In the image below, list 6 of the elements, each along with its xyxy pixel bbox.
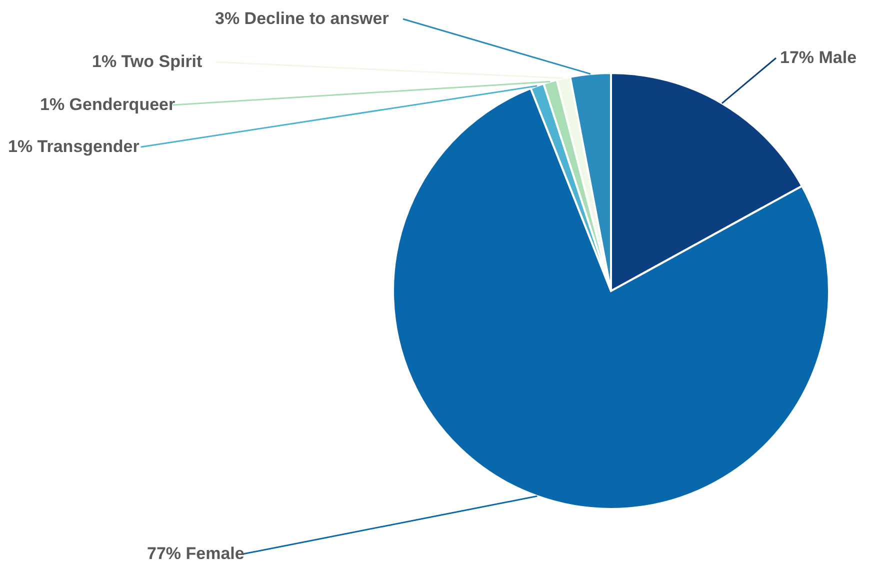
slice-label: 77% Female [147, 544, 244, 563]
slice-label: 1% Genderqueer [40, 95, 176, 114]
slice-label: 17% Male [780, 48, 857, 67]
slice-label: 1% Transgender [8, 137, 140, 156]
slice-label: 3% Decline to answer [215, 9, 390, 28]
slice-label: 1% Two Spirit [92, 52, 203, 71]
